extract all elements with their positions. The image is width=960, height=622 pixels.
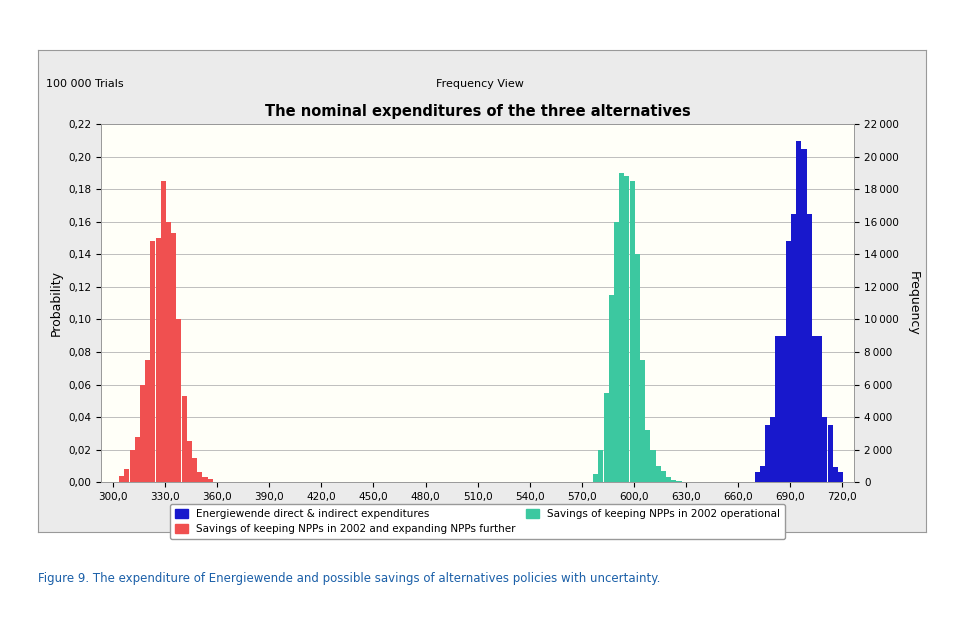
Bar [671,480,677,482]
Bar [181,396,186,482]
Bar [171,233,177,482]
Bar [770,417,776,482]
Bar [651,450,656,482]
Bar [776,336,780,482]
Bar [166,222,171,482]
Bar [619,173,624,482]
Bar [640,360,645,482]
Bar [677,481,682,482]
Bar [765,425,770,482]
Text: Frequency View: Frequency View [436,79,524,89]
Bar [828,425,832,482]
Bar [817,336,822,482]
Bar [156,238,160,482]
Bar [656,466,660,482]
Y-axis label: Frequency: Frequency [907,271,920,336]
Bar [755,472,759,482]
Bar [645,430,650,482]
Bar [593,474,598,482]
Bar [660,471,666,482]
Bar [791,214,796,482]
Legend: Energiewende direct & indirect expenditures, Savings of keeping NPPs in 2002 and: Energiewende direct & indirect expenditu… [170,504,785,539]
Bar [598,450,604,482]
Bar [203,477,207,482]
Bar [134,437,140,482]
Bar [187,442,192,482]
Bar [160,181,166,482]
Bar [177,320,181,482]
Bar [604,392,609,482]
Bar [832,467,838,482]
Bar [192,458,197,482]
Bar [124,469,130,482]
Bar [197,472,203,482]
Bar [614,222,619,482]
Y-axis label: Probability: Probability [49,270,62,337]
Bar [780,336,785,482]
Bar [796,141,802,482]
Bar [838,472,843,482]
Text: Figure 9. The expenditure of Energiewende and possible savings of alternatives p: Figure 9. The expenditure of Energiewend… [38,572,660,585]
Bar [624,177,630,482]
Bar [207,479,213,482]
Bar [823,417,828,482]
Bar [806,214,812,482]
Bar [802,149,806,482]
Bar [759,466,765,482]
Bar [140,384,145,482]
Bar [130,450,134,482]
Bar [666,477,671,482]
Bar [145,360,150,482]
Bar [151,241,156,482]
Bar [786,241,791,482]
Title: The nominal expenditures of the three alternatives: The nominal expenditures of the three al… [265,104,690,119]
Text: 100 000 Trials: 100 000 Trials [46,79,124,89]
Bar [630,181,635,482]
Bar [635,254,640,482]
Bar [119,476,124,482]
Bar [812,336,817,482]
Bar [609,295,613,482]
